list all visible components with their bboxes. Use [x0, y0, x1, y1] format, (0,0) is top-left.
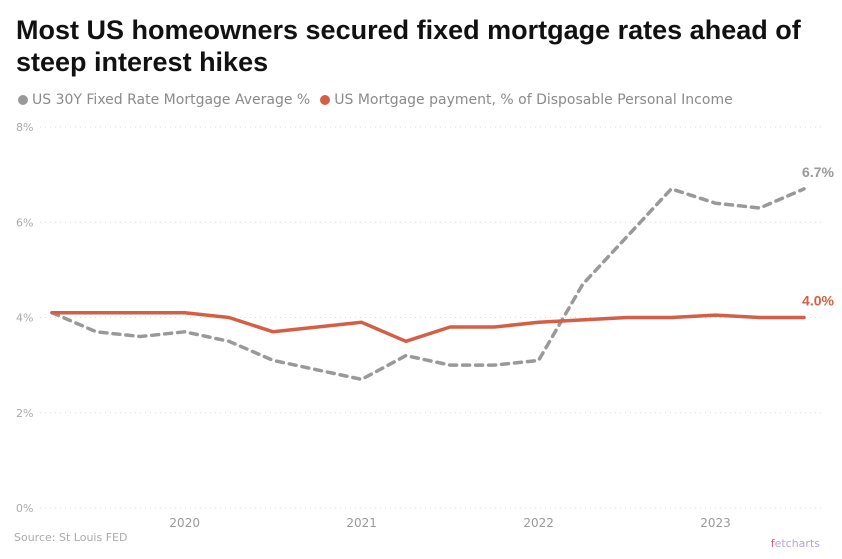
y-tick-label: 2% [16, 407, 33, 420]
brand-logo-text: etcharts [774, 537, 820, 550]
legend-label-mortgage-payment: US Mortgage payment, % of Disposable Per… [334, 92, 733, 108]
series-lines [50, 187, 806, 382]
series-line-mortgage-rate [50, 187, 806, 382]
x-tick-label: 2021 [346, 516, 377, 530]
y-tick-label: 6% [16, 216, 33, 229]
legend-dot-mortgage-payment [320, 95, 331, 105]
chart-legend: US 30Y Fixed Rate Mortgage Average % US … [18, 92, 733, 108]
x-tick-label: 2022 [523, 516, 554, 530]
end-label-mortgage-rate: 6.7% [802, 164, 834, 180]
grid-lines [40, 126, 825, 509]
x-tick-label: 2023 [700, 516, 731, 530]
x-axis: 2020 2021 2022 2023 [169, 516, 730, 530]
series-line-mortgage-payment [50, 310, 806, 344]
x-tick-label: 2020 [169, 516, 200, 530]
legend-item-mortgage-payment: US Mortgage payment, % of Disposable Per… [320, 92, 733, 108]
y-axis: 0% 2% 4% 6% 8% [16, 121, 33, 515]
legend-dot-mortgage-rate [18, 95, 28, 105]
y-tick-label: 8% [16, 121, 33, 134]
end-label-mortgage-payment: 4.0% [802, 293, 834, 309]
end-labels: 6.7% 4.0% [802, 164, 834, 309]
chart-title: Most US homeowners secured fixed mortgag… [16, 15, 801, 77]
y-tick-label: 4% [16, 312, 33, 325]
brand-logo: fetcharts [771, 537, 820, 550]
legend-label-mortgage-rate: US 30Y Fixed Rate Mortgage Average % [32, 92, 311, 108]
source-note: Source: St Louis FED [14, 531, 128, 544]
brand-logo-accent: f [770, 537, 775, 550]
legend-item-mortgage-rate: US 30Y Fixed Rate Mortgage Average % [18, 92, 310, 108]
y-tick-label: 0% [16, 502, 33, 515]
